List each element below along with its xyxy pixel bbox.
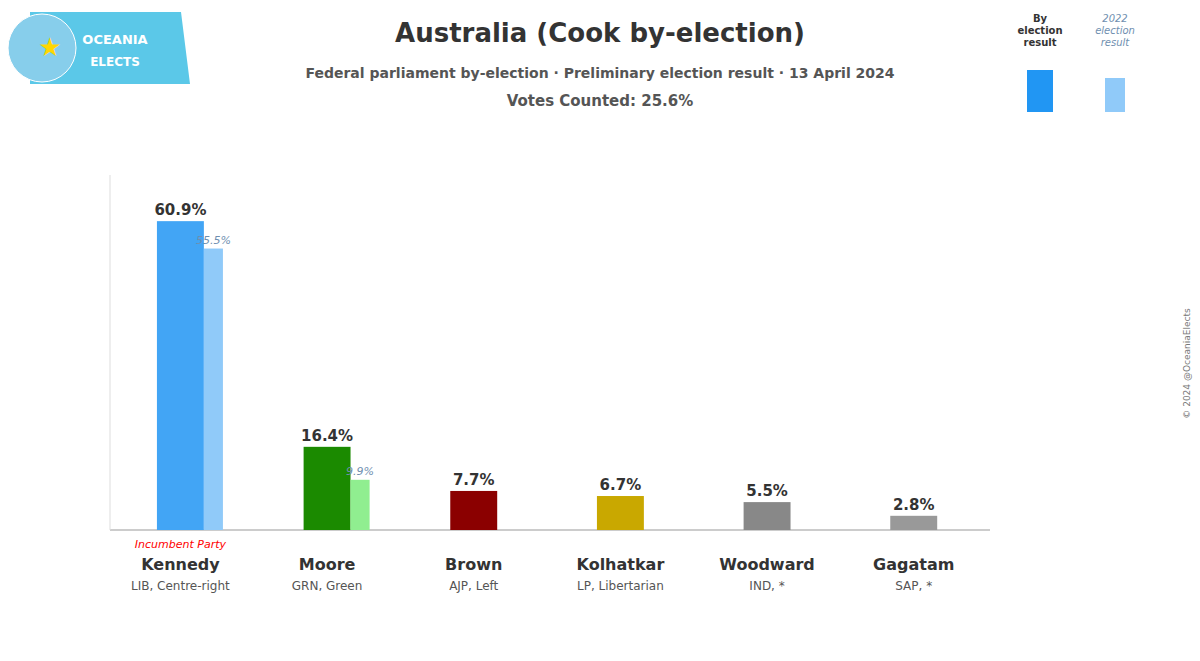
category-label: Kolhatkar xyxy=(577,555,665,574)
data-label: 7.7% xyxy=(453,471,495,489)
category-label: Kennedy xyxy=(141,555,220,574)
legend-swatch xyxy=(1027,70,1053,112)
legend-entry: Byelectionresult xyxy=(1017,13,1062,48)
legend-entry-line: 2022 xyxy=(1102,13,1127,24)
bars xyxy=(157,221,937,530)
copyright: © 2024 @OceaniaElects xyxy=(1182,308,1192,419)
bar-previous xyxy=(204,249,223,530)
party-label: AJP, Left xyxy=(449,579,498,593)
subtitle: Votes Counted: 25.6% xyxy=(507,92,694,110)
bar-previous xyxy=(351,480,370,530)
bar xyxy=(597,496,644,530)
legend-entry: 2022electionresult xyxy=(1095,13,1135,48)
bar xyxy=(744,502,791,530)
legend-entry-line: By xyxy=(1033,13,1048,24)
legend-entry-line: result xyxy=(1101,37,1131,48)
category-label: Brown xyxy=(445,555,502,574)
incumbent-label: Incumbent Party xyxy=(135,538,227,551)
bar xyxy=(157,221,204,530)
category-label: Moore xyxy=(299,555,356,574)
bar xyxy=(890,516,937,530)
logo-globe xyxy=(8,14,76,82)
data-label: 5.5% xyxy=(746,482,788,500)
legend-swatch xyxy=(1105,78,1125,112)
title: Australia (Cook by-election) xyxy=(395,18,805,48)
legend-entry-line: election xyxy=(1017,25,1062,36)
party-label: LP, Libertarian xyxy=(577,579,664,593)
party-label: GRN, Green xyxy=(292,579,363,593)
legend-entry-line: result xyxy=(1024,37,1057,48)
logo-text: OCEANIA xyxy=(82,32,147,47)
legend: Byelectionresult2022electionresult xyxy=(1017,13,1134,112)
data-label: 9.9% xyxy=(346,465,374,478)
chart: Australia (Cook by-election) Federal parl… xyxy=(0,0,1200,661)
logo: OCEANIA ELECTS ★ xyxy=(8,12,190,84)
party-label: IND, * xyxy=(749,579,784,593)
legend-entry-line: election xyxy=(1095,25,1135,36)
data-label: 55.5% xyxy=(196,234,231,247)
subtitle: Federal parliament by-election · Prelimi… xyxy=(305,65,894,81)
logo-star: ★ xyxy=(38,32,61,62)
logo-text: ELECTS xyxy=(90,55,140,69)
bar xyxy=(304,447,351,530)
category-label: Woodward xyxy=(719,555,814,574)
value-axis-line xyxy=(110,175,111,530)
party-label: SAP, * xyxy=(895,579,932,593)
data-labels: 60.9% 55.5% 16.4% 9.9% 7.7% 6.7% 5.5% 2.8% xyxy=(154,201,934,514)
data-label: 2.8% xyxy=(893,496,935,514)
party-label: LIB, Centre-right xyxy=(131,579,230,593)
category-label: Gagatam xyxy=(873,555,954,574)
bar xyxy=(450,491,497,530)
data-label: 60.9% xyxy=(154,201,206,219)
data-label: 6.7% xyxy=(600,476,642,494)
baseline xyxy=(110,530,990,531)
data-label: 16.4% xyxy=(301,427,353,445)
